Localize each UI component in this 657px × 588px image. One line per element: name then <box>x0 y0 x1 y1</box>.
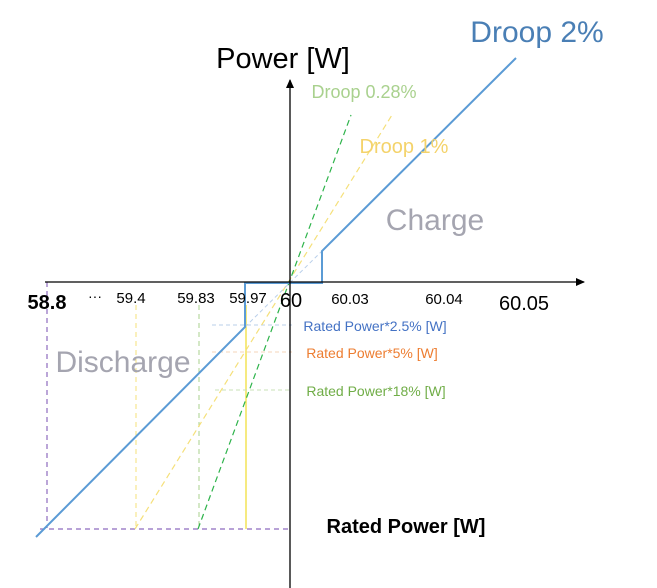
rated-18-label: Rated Power*18% [W] <box>306 383 445 399</box>
charge-label: Charge <box>386 204 484 237</box>
tick-60: 60 <box>280 290 302 312</box>
tick-60-04: 60.04 <box>425 291 463 308</box>
rated-5-label: Rated Power*5% [W] <box>306 345 438 361</box>
droop-028-line <box>197 114 352 530</box>
ellipsis-label: ··· <box>88 288 102 304</box>
droop-2-line <box>35 57 517 538</box>
tick-59-83: 59.83 <box>177 290 215 307</box>
droop-028-label: Droop 0.28% <box>311 82 416 102</box>
y-axis-title: Power [W] <box>216 43 350 75</box>
tick-58-8: 58.8 <box>28 292 67 314</box>
tick-60-05: 60.05 <box>499 293 549 315</box>
discharge-label: Discharge <box>55 346 190 379</box>
droop-2-label: Droop 2% <box>470 16 603 49</box>
tick-60-03: 60.03 <box>331 291 369 308</box>
droop-1-line <box>134 114 393 530</box>
tick-59-97: 59.97 <box>229 290 267 307</box>
tick-59-4: 59.4 <box>116 290 145 307</box>
rated-25-label: Rated Power*2.5% [W] <box>303 318 446 334</box>
rated-power-label: Rated Power [W] <box>327 516 486 538</box>
droop-1-label: Droop 1% <box>360 136 449 158</box>
